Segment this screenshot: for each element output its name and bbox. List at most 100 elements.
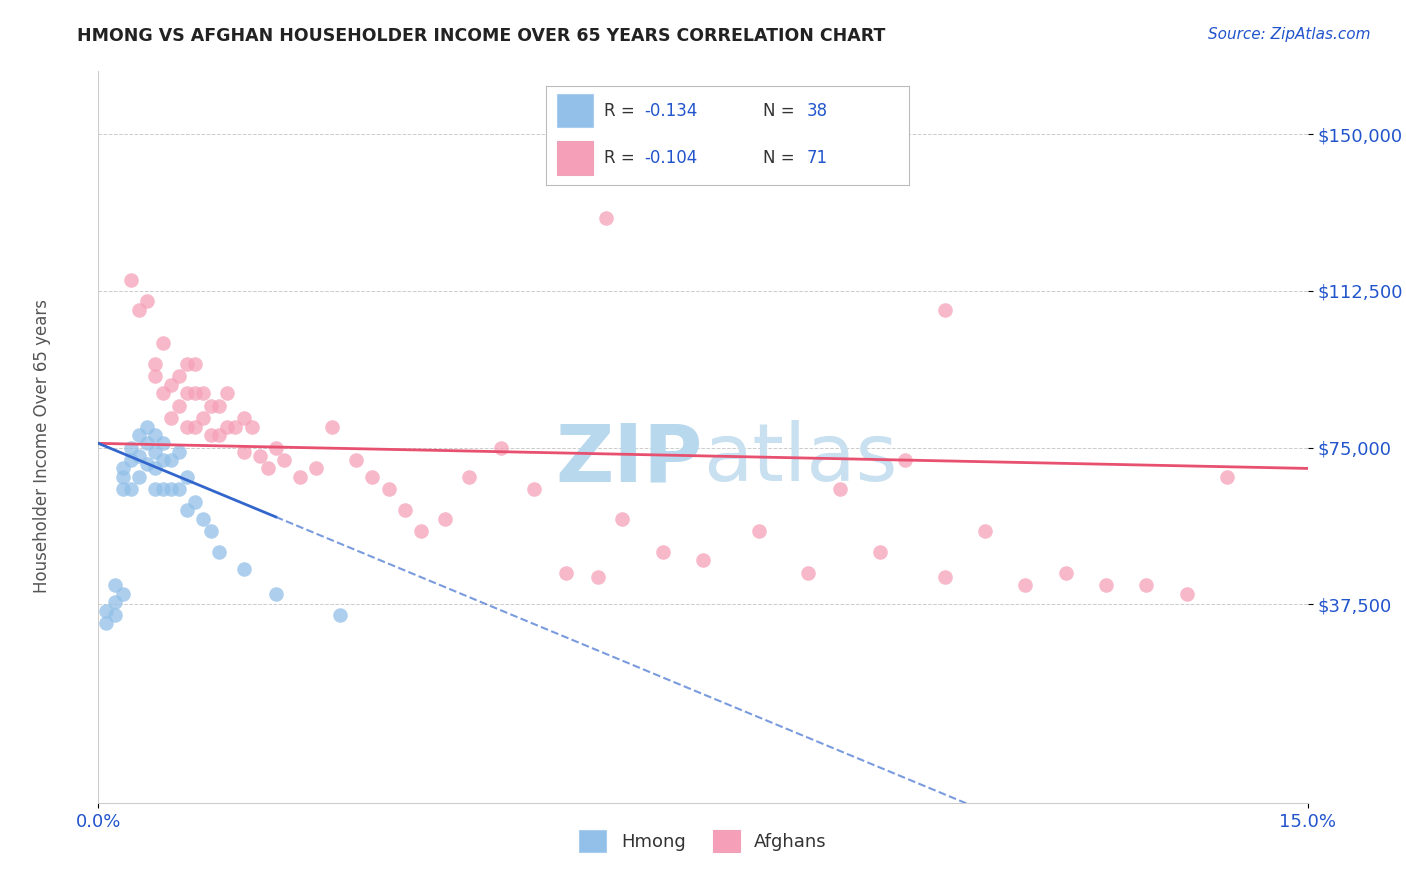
Point bbox=[152, 386, 174, 401]
Point bbox=[176, 470, 198, 484]
Point bbox=[273, 453, 295, 467]
Point bbox=[128, 449, 150, 463]
Point bbox=[409, 524, 432, 538]
Point bbox=[111, 587, 134, 601]
Point bbox=[143, 428, 166, 442]
Point bbox=[344, 453, 367, 467]
Point bbox=[167, 444, 190, 458]
Point bbox=[797, 566, 820, 580]
Point bbox=[1014, 578, 1036, 592]
Point bbox=[1175, 587, 1198, 601]
Point bbox=[828, 483, 851, 497]
Point bbox=[555, 566, 578, 580]
Point bbox=[143, 369, 166, 384]
Point bbox=[111, 461, 134, 475]
Point bbox=[249, 449, 271, 463]
Point bbox=[1216, 470, 1239, 484]
Point bbox=[103, 578, 125, 592]
Point bbox=[96, 616, 118, 631]
Point bbox=[200, 524, 222, 538]
Point bbox=[232, 411, 254, 425]
Point bbox=[1054, 566, 1077, 580]
Point bbox=[232, 444, 254, 458]
Point bbox=[143, 444, 166, 458]
Text: HMONG VS AFGHAN HOUSEHOLDER INCOME OVER 65 YEARS CORRELATION CHART: HMONG VS AFGHAN HOUSEHOLDER INCOME OVER … bbox=[77, 27, 886, 45]
Point bbox=[184, 386, 207, 401]
Point bbox=[111, 470, 134, 484]
Point bbox=[143, 357, 166, 371]
Point bbox=[458, 470, 481, 484]
Point bbox=[1095, 578, 1118, 592]
Point bbox=[256, 461, 278, 475]
Point bbox=[491, 441, 513, 455]
Point bbox=[135, 419, 157, 434]
Point bbox=[143, 483, 166, 497]
Point bbox=[103, 595, 125, 609]
Point bbox=[135, 457, 157, 471]
Point bbox=[200, 399, 222, 413]
Point bbox=[135, 436, 157, 450]
Point bbox=[103, 607, 125, 622]
Point bbox=[217, 419, 239, 434]
Point bbox=[184, 357, 207, 371]
Point bbox=[586, 570, 609, 584]
Point bbox=[152, 336, 174, 351]
Point bbox=[321, 419, 343, 434]
Point bbox=[111, 483, 134, 497]
Point bbox=[224, 419, 246, 434]
Point bbox=[128, 302, 150, 317]
Point bbox=[128, 470, 150, 484]
Point bbox=[264, 441, 287, 455]
Point bbox=[217, 386, 239, 401]
Point bbox=[329, 607, 352, 622]
Point bbox=[208, 428, 231, 442]
Point bbox=[128, 428, 150, 442]
Point bbox=[434, 511, 457, 525]
Point bbox=[361, 470, 384, 484]
Point bbox=[193, 386, 215, 401]
Point bbox=[160, 453, 183, 467]
Point bbox=[692, 553, 714, 567]
Point bbox=[612, 511, 634, 525]
Point bbox=[120, 453, 142, 467]
Point bbox=[120, 273, 142, 287]
Text: ZIP: ZIP bbox=[555, 420, 703, 498]
Point bbox=[193, 511, 215, 525]
Point bbox=[143, 461, 166, 475]
Point bbox=[200, 428, 222, 442]
Point bbox=[135, 294, 157, 309]
Point bbox=[523, 483, 546, 497]
Point bbox=[288, 470, 311, 484]
Point bbox=[934, 302, 956, 317]
Point bbox=[176, 419, 198, 434]
Point bbox=[160, 411, 183, 425]
Point bbox=[152, 436, 174, 450]
Point bbox=[184, 495, 207, 509]
Point bbox=[377, 483, 399, 497]
Point bbox=[232, 562, 254, 576]
Point bbox=[1135, 578, 1157, 592]
Point bbox=[167, 369, 190, 384]
Point bbox=[167, 399, 190, 413]
Text: Householder Income Over 65 years: Householder Income Over 65 years bbox=[34, 299, 51, 593]
Point bbox=[651, 545, 673, 559]
Text: Source: ZipAtlas.com: Source: ZipAtlas.com bbox=[1208, 27, 1371, 42]
Point bbox=[595, 211, 617, 225]
Point bbox=[394, 503, 416, 517]
Point bbox=[176, 357, 198, 371]
Text: atlas: atlas bbox=[703, 420, 897, 498]
Point bbox=[208, 399, 231, 413]
Point bbox=[96, 603, 118, 617]
Point bbox=[152, 453, 174, 467]
Point bbox=[176, 503, 198, 517]
Point bbox=[160, 483, 183, 497]
Legend: Hmong, Afghans: Hmong, Afghans bbox=[572, 823, 834, 860]
Point bbox=[893, 453, 915, 467]
Point bbox=[934, 570, 956, 584]
Point bbox=[120, 483, 142, 497]
Point bbox=[160, 377, 183, 392]
Point bbox=[208, 545, 231, 559]
Point bbox=[974, 524, 997, 538]
Point bbox=[748, 524, 770, 538]
Point bbox=[184, 419, 207, 434]
